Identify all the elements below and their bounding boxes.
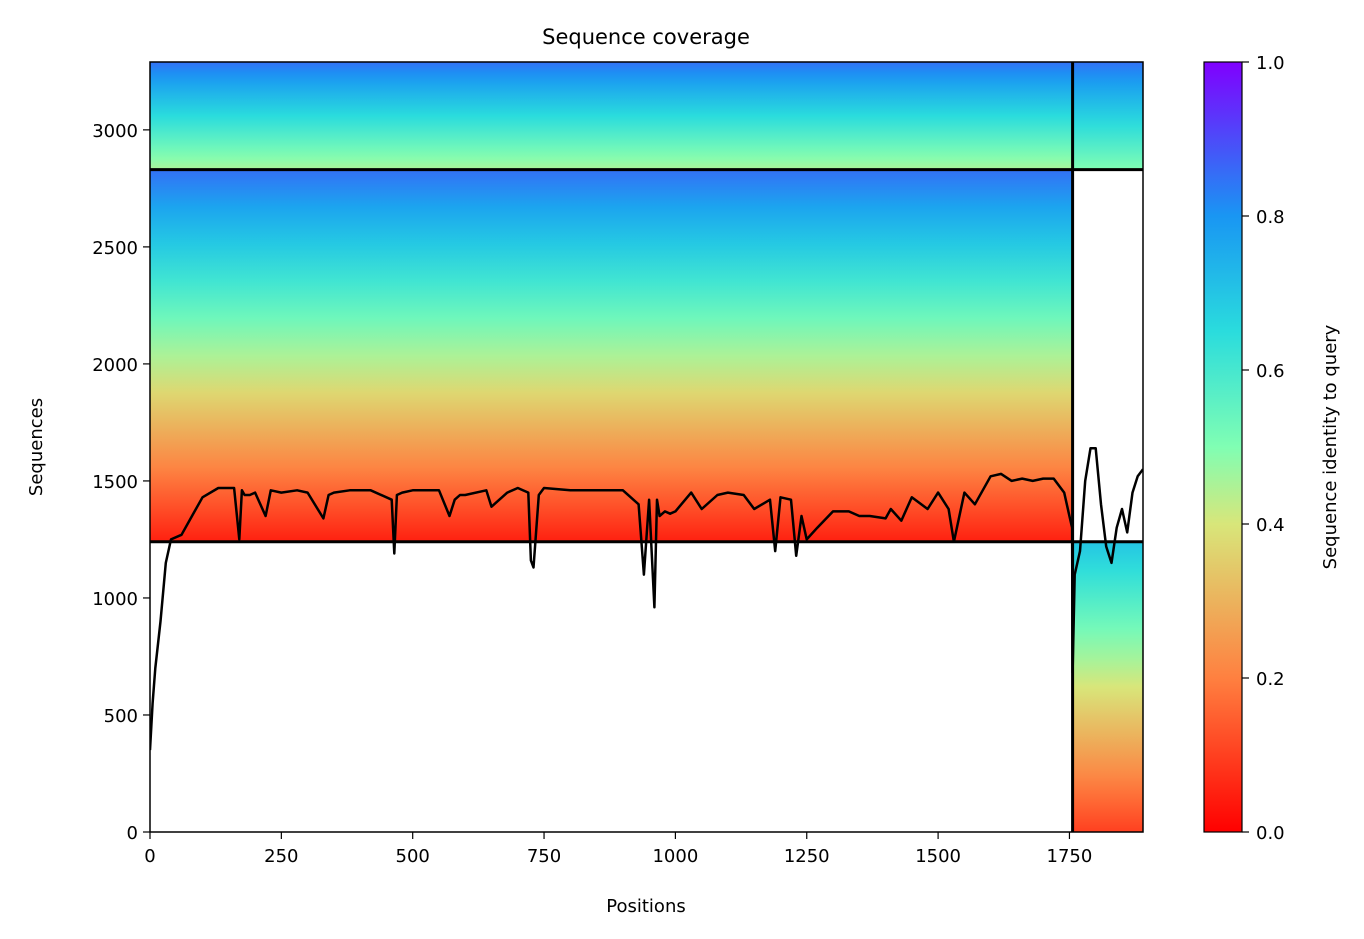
chart-title: Sequence coverage [542,25,750,49]
x-axis-label: Positions [606,896,685,917]
colorbar-tick-label: 0.2 [1256,669,1285,690]
colorbar-ticks: 0.0 0.2 0.4 0.6 0.8 1.0 [1242,53,1285,844]
colorbar-tick-label: 0.8 [1256,207,1285,228]
colorbar-tick-label: 0.0 [1256,823,1285,844]
x-axis: 0 250 500 750 1000 1250 1500 1750 [144,832,1092,867]
coverage-block [1072,62,1143,170]
x-tick-label: 0 [144,846,155,867]
plot-frame [149,61,1144,833]
coverage-line [150,446,1143,751]
x-tick-label: 500 [396,846,430,867]
x-tick-label: 750 [527,846,561,867]
coverage-block [150,62,1073,170]
y-tick-label: 1000 [92,589,138,610]
x-tick-label: 1750 [1047,846,1093,867]
y-tick-label: 1500 [92,472,138,493]
coverage-block [150,169,1073,542]
y-tick-label: 3000 [92,121,138,142]
y-tick-label: 0 [127,823,138,844]
y-axis-label: Sequences [26,398,47,496]
y-axis: 0 500 1000 1500 2000 2500 3000 [92,121,150,844]
colorbar-tick-label: 0.4 [1256,515,1285,536]
coverage-block [1072,541,1143,832]
y-tick-label: 500 [104,706,138,727]
x-tick-label: 1000 [652,846,698,867]
x-tick-label: 1250 [784,846,830,867]
colorbar-tick-label: 1.0 [1256,53,1285,74]
x-tick-label: 1500 [915,846,961,867]
colorbar [1203,61,1243,833]
colorbar-tick-label: 0.6 [1256,361,1285,382]
y-tick-label: 2500 [92,238,138,259]
colorbar-label: Sequence identity to query [1320,324,1341,569]
coverage-blocks [150,62,1143,832]
coverage-line-layer [150,446,1143,751]
y-tick-label: 2000 [92,355,138,376]
x-tick-label: 250 [264,846,298,867]
